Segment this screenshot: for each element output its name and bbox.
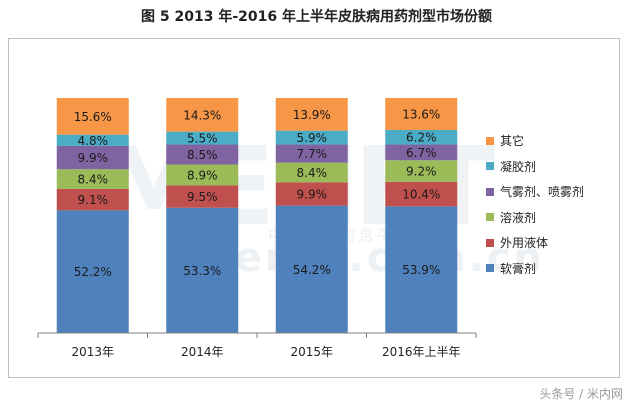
source-credit: 头条号 / 米内网 [539,387,623,401]
legend-swatch [486,238,494,247]
data-label: 6.7% [406,146,437,160]
legend-swatch [486,187,494,196]
data-label: 4.8% [78,134,109,148]
data-label: 9.2% [406,165,437,179]
bar-segment [275,205,348,333]
legend-item: 气雾剂、喷雾剂 [486,179,584,205]
data-label: 52.2% [74,265,112,279]
bar-segment [56,169,129,189]
bar-segment [385,160,458,182]
legend-item: 溶液剂 [486,205,584,231]
bar-segment [166,144,239,165]
bar-segment [275,98,348,131]
legend-swatch [486,136,494,145]
bar-segment [385,98,458,130]
x-tick-label: 2013年 [71,345,114,359]
bar-segment [166,131,239,145]
data-label: 10.4% [402,188,440,202]
bar-segment [275,144,348,163]
data-label: 8.4% [78,173,109,187]
data-label: 13.9% [293,108,331,122]
legend-item: 其它 [486,128,584,154]
legend-label: 溶液剂 [500,210,537,225]
data-label: 8.5% [187,148,218,162]
data-label: 9.5% [187,190,218,204]
legend-item: 软膏剂 [486,256,584,282]
bar-segment [166,185,239,208]
legend-label: 其它 [500,134,525,149]
x-tick-label: 2014年 [181,345,224,359]
legend-item: 外用液体 [486,230,584,256]
legend-item: 凝胶剂 [486,154,584,180]
chart-title: 图 5 2013 年-2016 年上半年皮肤病用药剂型市场份额 [141,9,492,25]
data-label: 8.9% [187,168,218,182]
data-label: 9.9% [78,151,109,165]
data-label: 53.9% [402,263,440,277]
bar-segment [56,98,129,135]
bar-segment [56,210,129,333]
x-tick-label: 2015年 [290,345,333,359]
data-label: 9.1% [78,193,109,207]
chart-frame [8,38,620,378]
data-label: 53.3% [183,264,221,278]
bar-segment [166,98,239,132]
data-label: 6.2% [406,131,437,145]
bar-segment [385,206,458,333]
legend-label: 外用液体 [500,236,549,251]
bar-segment [275,162,348,183]
legend-swatch [486,162,494,171]
legend-label: 软膏剂 [500,261,537,276]
data-label: 15.6% [74,110,112,124]
data-label: 8.4% [297,166,328,180]
legend-swatch [486,213,494,222]
bar-segment [275,130,348,145]
bar-segment [166,207,239,333]
data-label: 5.9% [297,131,328,145]
data-label: 54.2% [293,263,331,277]
bar-segment [56,188,129,211]
bar-segment [385,181,458,207]
legend-label: 凝胶剂 [500,159,537,174]
data-label: 5.5% [187,132,218,146]
data-label: 9.9% [297,187,328,201]
bar-segment [275,182,348,206]
chart-legend: 其它凝胶剂气雾剂、喷雾剂 溶液剂外用液体软膏剂 [486,128,584,281]
bar-segment [385,144,458,161]
data-label: 14.3% [183,108,221,122]
legend-label: 气雾剂、喷雾剂 [500,185,585,200]
x-tick-label: 2016年上半年 [382,345,461,359]
legend-swatch [486,264,494,273]
bar-segment [385,129,458,145]
bar-segment [166,164,239,186]
bar-segment [56,145,129,170]
data-label: 7.7% [297,147,328,161]
data-label: 13.6% [402,107,440,121]
bar-segment [56,134,129,146]
